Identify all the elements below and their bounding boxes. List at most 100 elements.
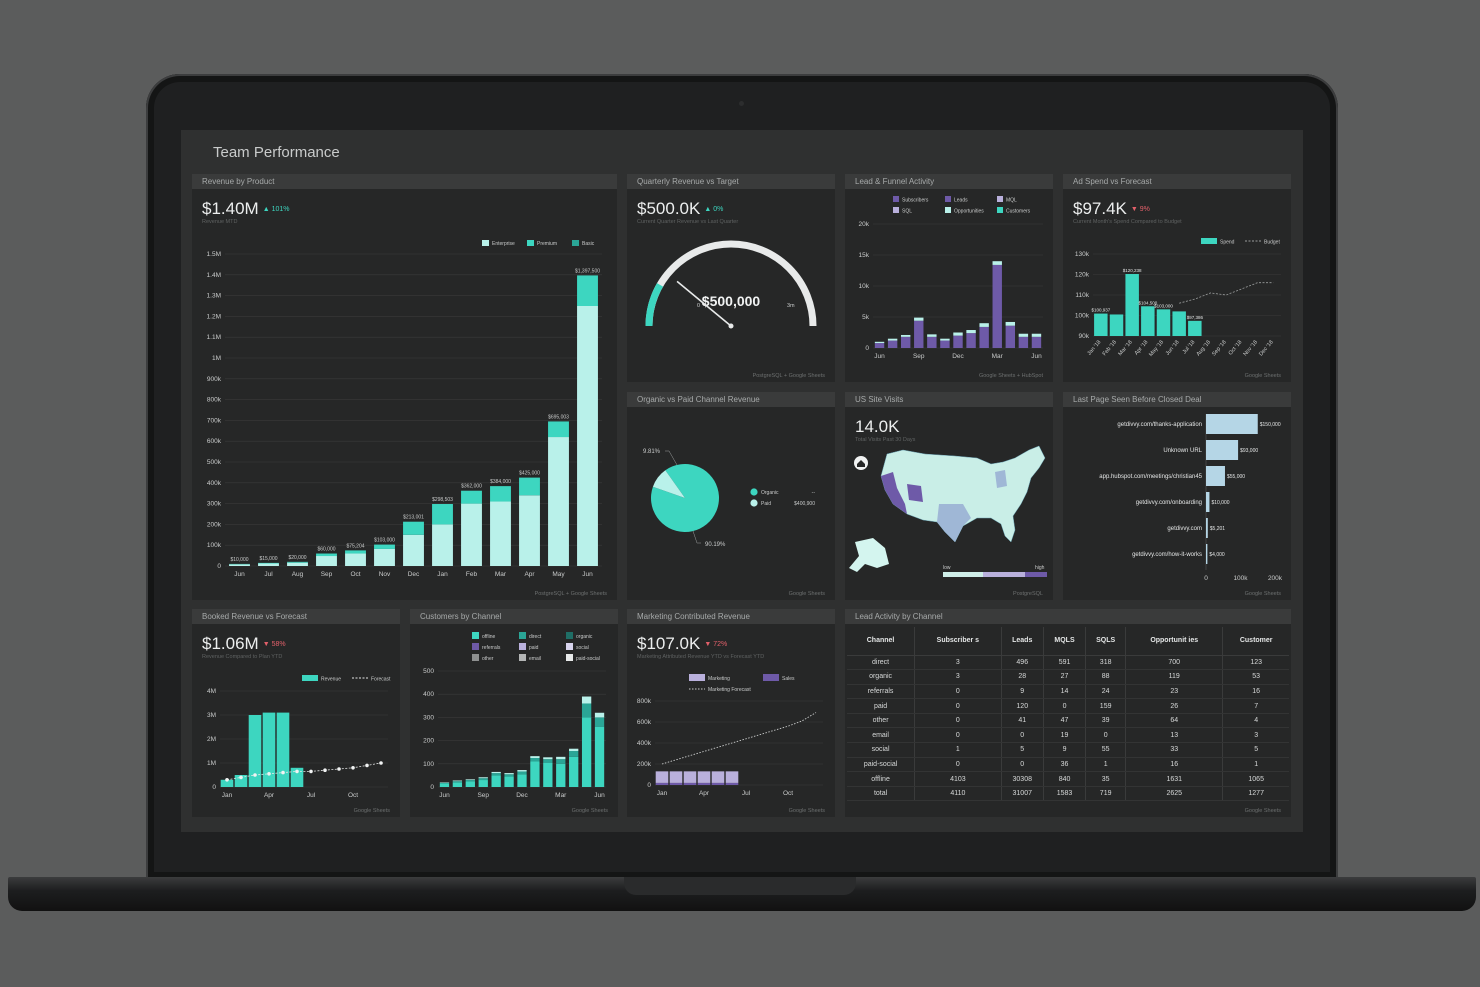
revenue-by-product-chart: 0 100k 200k 300k 400k 500k 600k 700k 800k 900k 1M 1… [207,240,602,578]
brf-bar [248,715,262,787]
tile-source: Google Sheets [788,808,825,814]
table-cell: 5 [1001,742,1044,758]
tile-lead-activity[interactable]: Lead Activity by Channel Channel Subscrib… [845,609,1291,817]
brf-y-tick: 0 [212,784,216,791]
table-cell: 4 [1222,713,1289,729]
rbp-bar [461,490,482,504]
tile-source: Google Sheets [788,591,825,597]
lfa-bar [1031,333,1042,337]
table-header-cell[interactable]: Leads [1001,627,1044,656]
rbp-bar [374,544,395,549]
lfa-bar [874,343,885,348]
mcr-bar [669,771,683,783]
ads-data-label: $100,937 [1091,308,1110,313]
rbp-x-tick: Aug [292,571,304,578]
tile-source: Google Sheets [1244,373,1281,379]
rbp-bar [432,524,453,566]
table-cell: 2625 [1125,786,1224,802]
quarterly-revenue-gauge: 0 3m $500,000 [645,240,817,329]
table-header-cell[interactable]: Channel [847,627,916,656]
cbc-x-tick: Sep [477,792,489,799]
tile-title: Marketing Contributed Revenue [627,609,835,624]
rbp-y-tick: 300k [207,501,222,508]
rbp-bar [316,556,337,566]
rbp-data-label: $60,000 [317,547,335,553]
cbc-bar [556,756,566,760]
tile-revenue-by-product[interactable]: Revenue by Product $1.40M ▲ 101% Revenue … [192,174,617,600]
mcr-legend-label: Marketing Forecast [708,687,751,693]
brf-y-tick: 4M [207,688,216,695]
cbc-bar [465,781,475,787]
table-cell: paid [847,698,916,714]
table-header-cell[interactable]: Subscriber s [914,627,1002,656]
ads-legend-label: Spend [1220,240,1235,246]
table-header-cell[interactable]: Opportunit ies [1125,627,1224,656]
table-cell: 23 [1125,684,1224,700]
brf-forecast-point [253,773,257,777]
lps-category-label: getdivvy.com/how-it-works [1132,552,1202,558]
pie-leader-line [692,530,701,544]
tile-ad-spend[interactable]: Ad Spend vs Forecast $97.4K ▼ 9% Current … [1063,174,1291,382]
ads-data-label: $104,500 [1138,300,1157,305]
lfa-bar [927,336,937,348]
tile-us-site-visits[interactable]: US Site Visits 14.0K Total Visits Past 3… [845,392,1053,600]
table-header-cell[interactable]: MQLS [1043,627,1087,656]
tile-customers-channel[interactable]: Customers by Channel 0 100 200 300 400 500 off… [410,609,618,817]
gauge-needle [676,280,732,327]
brf-forecast-point [309,769,313,774]
tile-booked-revenue[interactable]: Booked Revenue vs Forecast $1.06M ▼ 58% R… [192,609,400,817]
cbc-legend-swatch [519,632,526,639]
cbc-y-tick: 200 [423,738,434,745]
ads-bar [1109,314,1124,336]
mcr-bar [725,771,739,783]
tile-title: Ad Spend vs Forecast [1063,174,1291,189]
ads-y-tick: 120k [1075,272,1090,279]
table-header-cell[interactable]: Customer [1222,627,1289,656]
cbc-legend-swatch [519,654,526,661]
cbc-x-tick: Mar [555,792,567,799]
lfa-bar [914,317,924,321]
mcr-legend-swatch [689,674,705,681]
lfa-bar [1005,325,1016,348]
ads-bar [1125,274,1139,336]
rbp-x-tick: May [552,571,565,578]
kpi-value: 14.0K [855,417,900,436]
rbp-legend-swatch [527,240,534,246]
kpi-delta: ▲ 101% [262,206,290,214]
lfa-bar [953,332,963,336]
lps-bar [1206,492,1210,512]
map-region-south [937,504,971,542]
mcr-bar [697,771,711,783]
cbc-bar [517,774,527,787]
rbp-data-label: $15,000 [259,556,277,562]
table-cell: 53 [1222,669,1289,685]
tile-lead-funnel[interactable]: Lead & Funnel Activity 0 5k 10k 15k 20k Subsc… [845,174,1053,382]
table-cell: 41 [1001,713,1044,729]
mcr-legend-swatch [763,674,779,681]
rbp-x-tick: Nov [379,571,391,578]
rbp-x-tick: Mar [495,571,507,578]
cbc-y-tick: 100 [423,761,434,768]
table-cell: 1065 [1222,771,1289,787]
lps-data-label: $55,000 [1227,474,1245,480]
lfa-legend-label: Opportunities [954,209,984,215]
tile-organic-paid[interactable]: Organic vs Paid Channel Revenue 9.81% 90.… [627,392,835,600]
table-header-cell[interactable]: SQLS [1085,627,1127,656]
tile-marketing-revenue[interactable]: Marketing Contributed Revenue $107.0K ▼ 7… [627,609,835,817]
map-region-west [881,472,907,514]
mcr-y-tick: 200k [637,761,652,768]
mcr-x-tick: Apr [699,790,710,797]
rbp-x-tick: Apr [524,571,535,578]
tile-last-page[interactable]: Last Page Seen Before Closed Deal getdiv… [1063,392,1291,600]
tile-quarterly-revenue[interactable]: Quarterly Revenue vs Target $500.0K ▲ 0% … [627,174,835,382]
tile-title: Quarterly Revenue vs Target [627,174,835,189]
pie-leader-line [665,450,678,466]
rbp-y-tick: 0 [217,563,221,570]
lfa-bar [900,334,911,337]
table-cell: 47 [1043,713,1087,729]
laptop-notch [624,877,856,895]
lfa-y-tick: 20k [859,221,870,228]
brf-bar [290,767,304,787]
cbc-bar [517,770,527,772]
customers-channel-chart: 0 100 200 300 400 500 offline direct organic refe… [423,632,606,799]
